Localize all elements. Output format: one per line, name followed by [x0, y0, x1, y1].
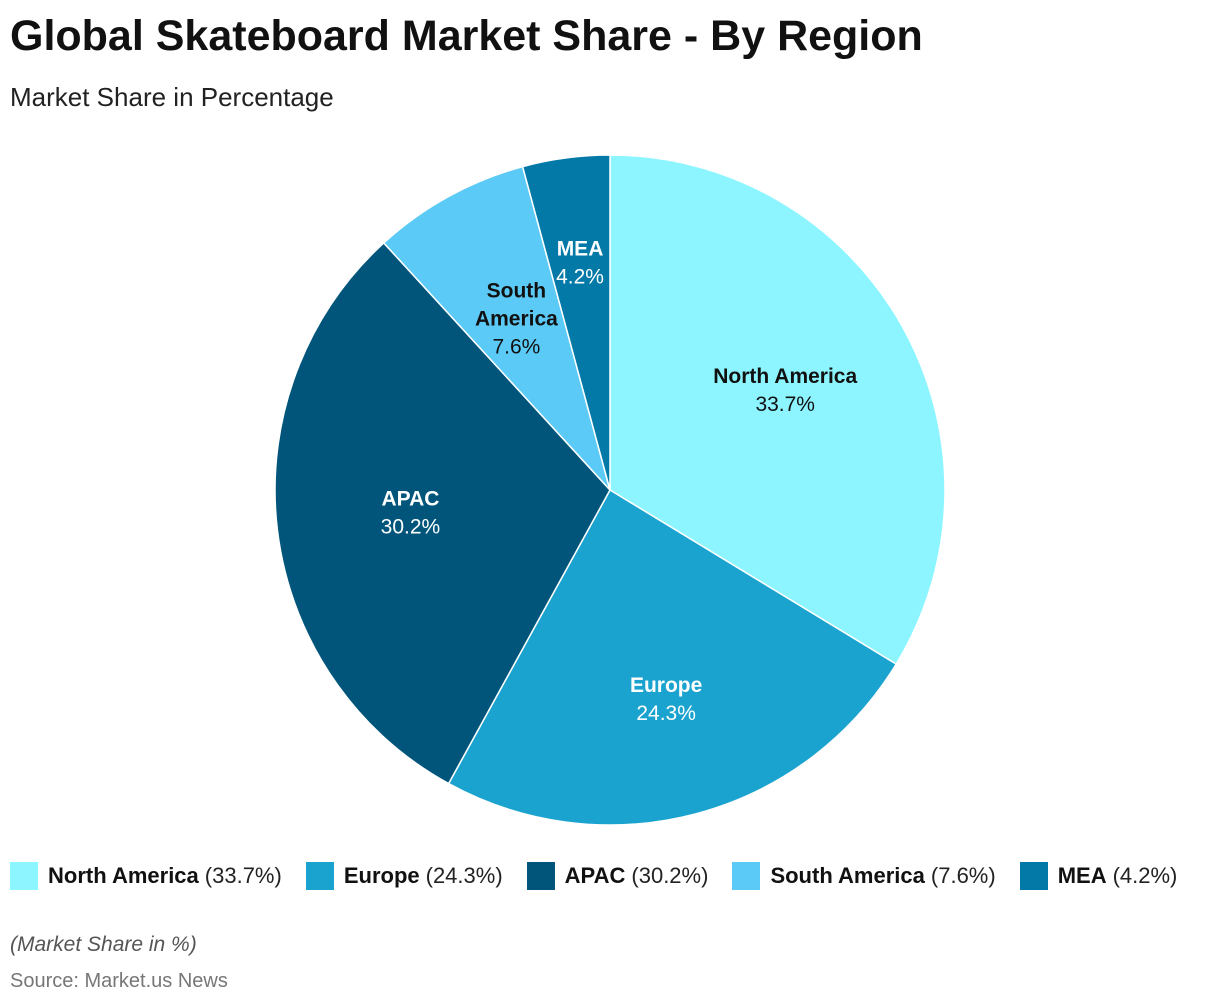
pie-slice-europe[interactable]: [447, 488, 898, 826]
legend-label-north-america: North America: [48, 863, 199, 888]
chart-subtitle: Market Share in Percentage: [10, 82, 334, 112]
legend-item-apac[interactable]: APAC (30.2%): [526, 862, 709, 890]
legend-label-mea: MEA: [1057, 863, 1107, 888]
slice-label-apac: APAC: [381, 487, 439, 510]
slice-label-mea: MEA: [557, 238, 604, 261]
slice-value-south-america: 7.6%: [492, 335, 540, 358]
legend-swatch-europe: [305, 862, 334, 890]
pie-slice-north-america[interactable]: [609, 154, 946, 666]
slice-label-europe: Europe: [630, 674, 702, 697]
legend-swatch-north-america: [10, 862, 38, 890]
legend-value-europe: (24.3%): [425, 863, 503, 888]
pie-slice-apac[interactable]: [274, 241, 611, 785]
pie-slice-south-america[interactable]: [382, 165, 611, 491]
pie-slice-mea[interactable]: [521, 154, 611, 491]
slice-label-south-america-2: America: [475, 307, 558, 330]
legend-item-europe[interactable]: Europe (24.3%): [305, 862, 503, 890]
legend-item-mea[interactable]: MEA (4.2%): [1019, 862, 1178, 890]
chart-source: Source: Market.us News: [10, 970, 228, 992]
legend-label-apac: APAC: [564, 863, 626, 888]
legend: North America (33.7%) Europe (24.3%) APA…: [10, 862, 1177, 890]
slice-label-north-america: North America: [713, 365, 857, 388]
legend-value-mea: (4.2%): [1112, 863, 1178, 888]
chart-note: (Market Share in %): [10, 933, 197, 956]
legend-swatch-apac: [526, 862, 555, 890]
legend-label-south-america: South America: [770, 863, 925, 888]
slice-label-south-america-1: South: [487, 279, 546, 302]
legend-item-north-america[interactable]: North America (33.7%): [10, 862, 282, 890]
legend-value-north-america: (33.7%): [204, 863, 282, 888]
legend-swatch-mea: [1019, 862, 1048, 890]
legend-swatch-south-america: [732, 862, 761, 890]
slice-value-north-america: 33.7%: [755, 393, 815, 416]
legend-label-europe: Europe: [343, 863, 420, 888]
slice-value-europe: 24.3%: [636, 702, 696, 725]
slice-value-mea: 4.2%: [556, 266, 604, 289]
pie-chart: North America 33.7% Europe 24.3% APAC 30.2% So…: [274, 154, 946, 826]
legend-value-south-america: (7.6%): [930, 863, 996, 888]
legend-value-apac: (30.2%): [631, 863, 709, 888]
legend-item-south-america[interactable]: South America (7.6%): [732, 862, 996, 890]
slice-value-apac: 30.2%: [381, 515, 441, 538]
chart-title: Global Skateboard Market Share - By Regi…: [10, 12, 923, 60]
